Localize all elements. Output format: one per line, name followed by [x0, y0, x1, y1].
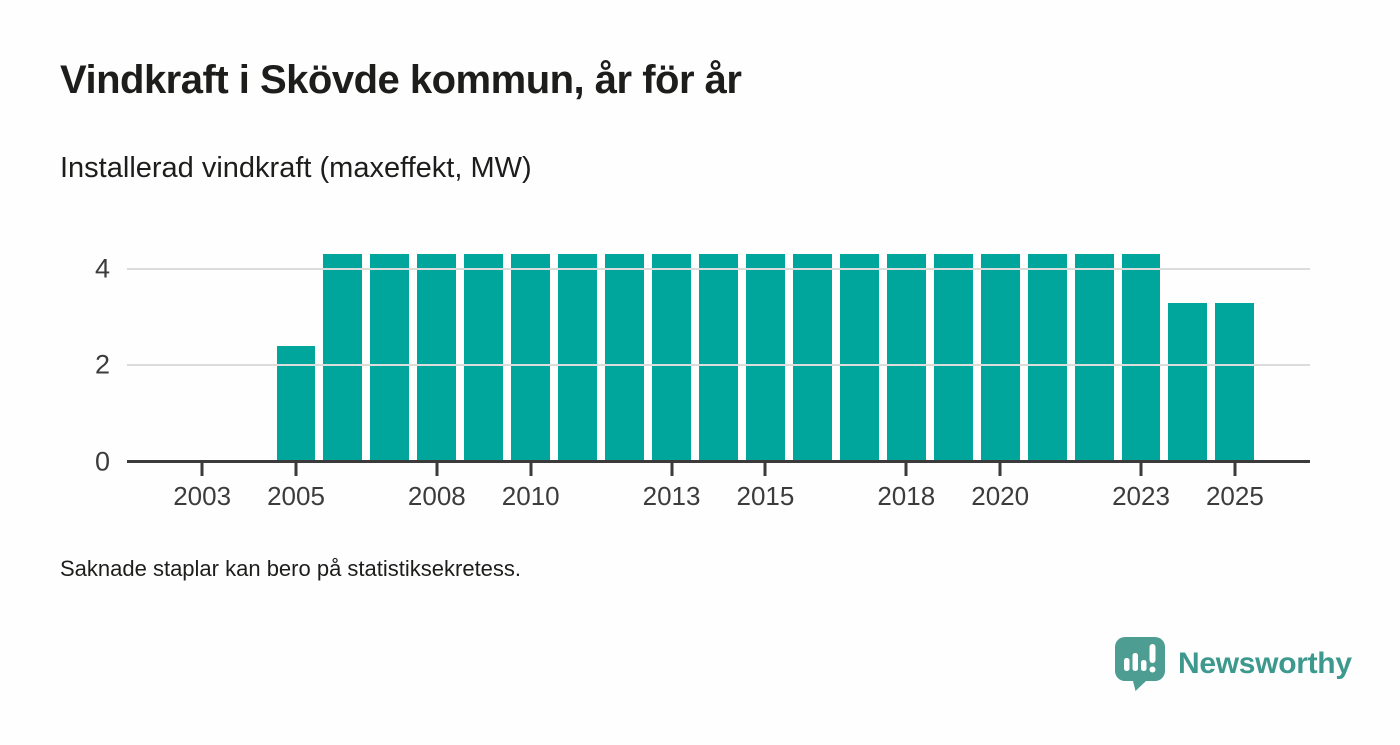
x-tick-label-2005: 2005	[267, 481, 325, 511]
x-tick-2018	[904, 463, 908, 476]
x-tick-2023	[1139, 463, 1143, 476]
x-tick-2003	[200, 463, 204, 476]
bar-2018	[886, 254, 926, 462]
x-tick-2008	[435, 463, 439, 476]
x-tick-label-2018: 2018	[877, 481, 936, 511]
bar-2017	[839, 254, 879, 462]
bar-2011	[558, 254, 598, 462]
x-axis-line	[127, 460, 1310, 463]
bar-2023	[1121, 254, 1161, 462]
bar-2010	[511, 254, 551, 462]
plot-area	[127, 240, 1310, 463]
x-tick-2010	[529, 463, 533, 476]
x-tick-label-2023: 2023	[1112, 481, 1170, 511]
chart-subtitle: Installerad vindkraft (maxeffekt, MW)	[60, 152, 532, 184]
newsworthy-wordmark: Newsworthy	[1178, 647, 1352, 680]
bar-2013	[652, 254, 692, 462]
y-axis-labels: 0 2 4	[50, 240, 110, 475]
bar-2006	[323, 254, 363, 462]
newsworthy-brand: Newsworthy	[1115, 637, 1352, 691]
y-tick-label-2: 2	[94, 349, 110, 380]
bar-2008	[417, 254, 457, 462]
x-tick-label-2020: 2020	[971, 481, 1030, 511]
x-tick-label-2008: 2008	[407, 481, 466, 511]
x-axis-labels: 2003 2005 2008 2010 2013 2015 2018 2020 2023 2025	[127, 462, 1310, 522]
x-tick-2005	[294, 463, 298, 476]
bar-2009	[464, 254, 504, 462]
bar-2016	[792, 254, 832, 462]
bar-2021	[1027, 254, 1067, 462]
bar-2024	[1168, 302, 1208, 462]
y-tick-label-0: 0	[94, 446, 110, 477]
x-tick-2020	[998, 463, 1002, 476]
x-tick-label-2010: 2010	[501, 481, 560, 511]
newsworthy-logo-icon	[1115, 637, 1165, 691]
y-tick-label-4: 4	[94, 253, 110, 284]
gridline-2	[127, 364, 1310, 367]
chart-title: Vindkraft i Skövde kommun, år för år	[60, 58, 742, 102]
x-tick-2025	[1233, 463, 1237, 476]
bar-2022	[1074, 254, 1114, 462]
bar-2012	[605, 254, 645, 462]
bar-2025	[1215, 302, 1255, 462]
bar-2020	[980, 254, 1020, 462]
x-tick-2015	[763, 463, 767, 476]
x-tick-label-2015: 2015	[736, 481, 795, 511]
bar-2015	[745, 254, 785, 462]
footnote: Saknade staplar kan bero på statistiksek…	[60, 556, 522, 581]
x-tick-label-2003: 2003	[173, 481, 232, 511]
x-tick-label-2025: 2025	[1205, 481, 1264, 511]
bar-2014	[699, 254, 738, 462]
gridline-4	[127, 267, 1310, 270]
bar-2019	[933, 254, 973, 462]
bar-2007	[370, 254, 410, 462]
x-tick-label-2013: 2013	[642, 481, 701, 511]
x-tick-2013	[670, 463, 674, 476]
